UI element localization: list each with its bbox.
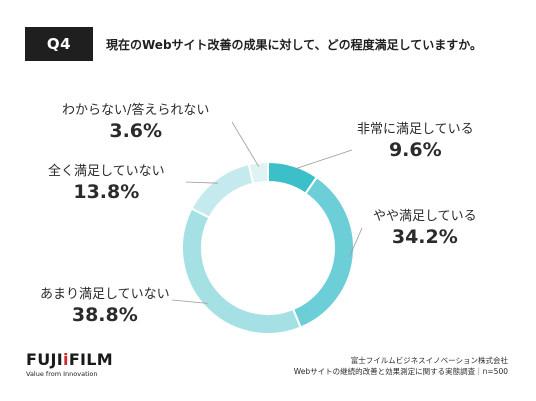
header: Q4 現在のWebサイト改善の成果に対して、どの程度満足していますか。: [0, 27, 536, 61]
label-not-satisfied-at-all-name: 全く満足していない: [48, 164, 165, 179]
leader-not-satisfied-at-all: [185, 181, 218, 184]
label-somewhat-satisfied-value: 34.2%: [391, 226, 458, 248]
slice-dont-know: [247, 160, 269, 185]
label-not-satisfied-at-all: 全く満足していない 13.8%: [48, 160, 165, 203]
question-number-badge: Q4: [25, 27, 93, 61]
leader-very-satisfied: [292, 149, 353, 171]
slice-not-satisfied-at-all: [190, 162, 255, 220]
source-note: 富士フイルムビジネスイノベーション株式会社 Webサイトの継続的改善と効果測定に…: [294, 355, 508, 377]
label-not-very-satisfied: あまり満足していない 38.8%: [40, 283, 170, 326]
leader-not-very-satisfied: [171, 299, 208, 304]
question-text: 現在のWebサイト改善の成果に対して、どの程度満足していますか。: [106, 37, 482, 52]
source-company: 富士フイルムビジネスイノベーション株式会社: [350, 356, 508, 365]
leader-dont-know: [231, 121, 260, 167]
leader-somewhat-satisfied: [349, 227, 363, 257]
slice-not-very-satisfied: [181, 207, 302, 335]
label-not-very-satisfied-value: 38.8%: [71, 304, 138, 326]
logo-wordmark: FUJIiFILM: [26, 350, 114, 369]
label-very-satisfied-value: 9.6%: [388, 139, 442, 161]
logo-tagline: Value from Innovation: [26, 370, 98, 378]
label-not-very-satisfied-name: あまり満足していない: [40, 287, 170, 302]
label-dont-know-value: 3.6%: [109, 120, 163, 142]
label-dont-know-name: わからない/答えられない: [62, 103, 210, 118]
label-dont-know: わからない/答えられない 3.6%: [62, 99, 209, 142]
slice-somewhat-satisfied: [291, 175, 355, 329]
label-somewhat-satisfied: やや満足している 34.2%: [373, 205, 477, 248]
source-survey: Webサイトの継続的改善と効果測定に関する実態調査｜n=500: [293, 367, 508, 376]
label-somewhat-satisfied-name: やや満足している: [373, 209, 477, 224]
label-not-satisfied-at-all-value: 13.8%: [73, 181, 140, 203]
leader-lines: [171, 121, 363, 304]
donut-slices: [181, 160, 355, 335]
label-very-satisfied: 非常に満足している 9.6%: [357, 118, 474, 161]
label-very-satisfied-name: 非常に満足している: [357, 122, 474, 137]
fujifilm-logo: FUJIiFILM Value from Innovation: [26, 350, 114, 379]
